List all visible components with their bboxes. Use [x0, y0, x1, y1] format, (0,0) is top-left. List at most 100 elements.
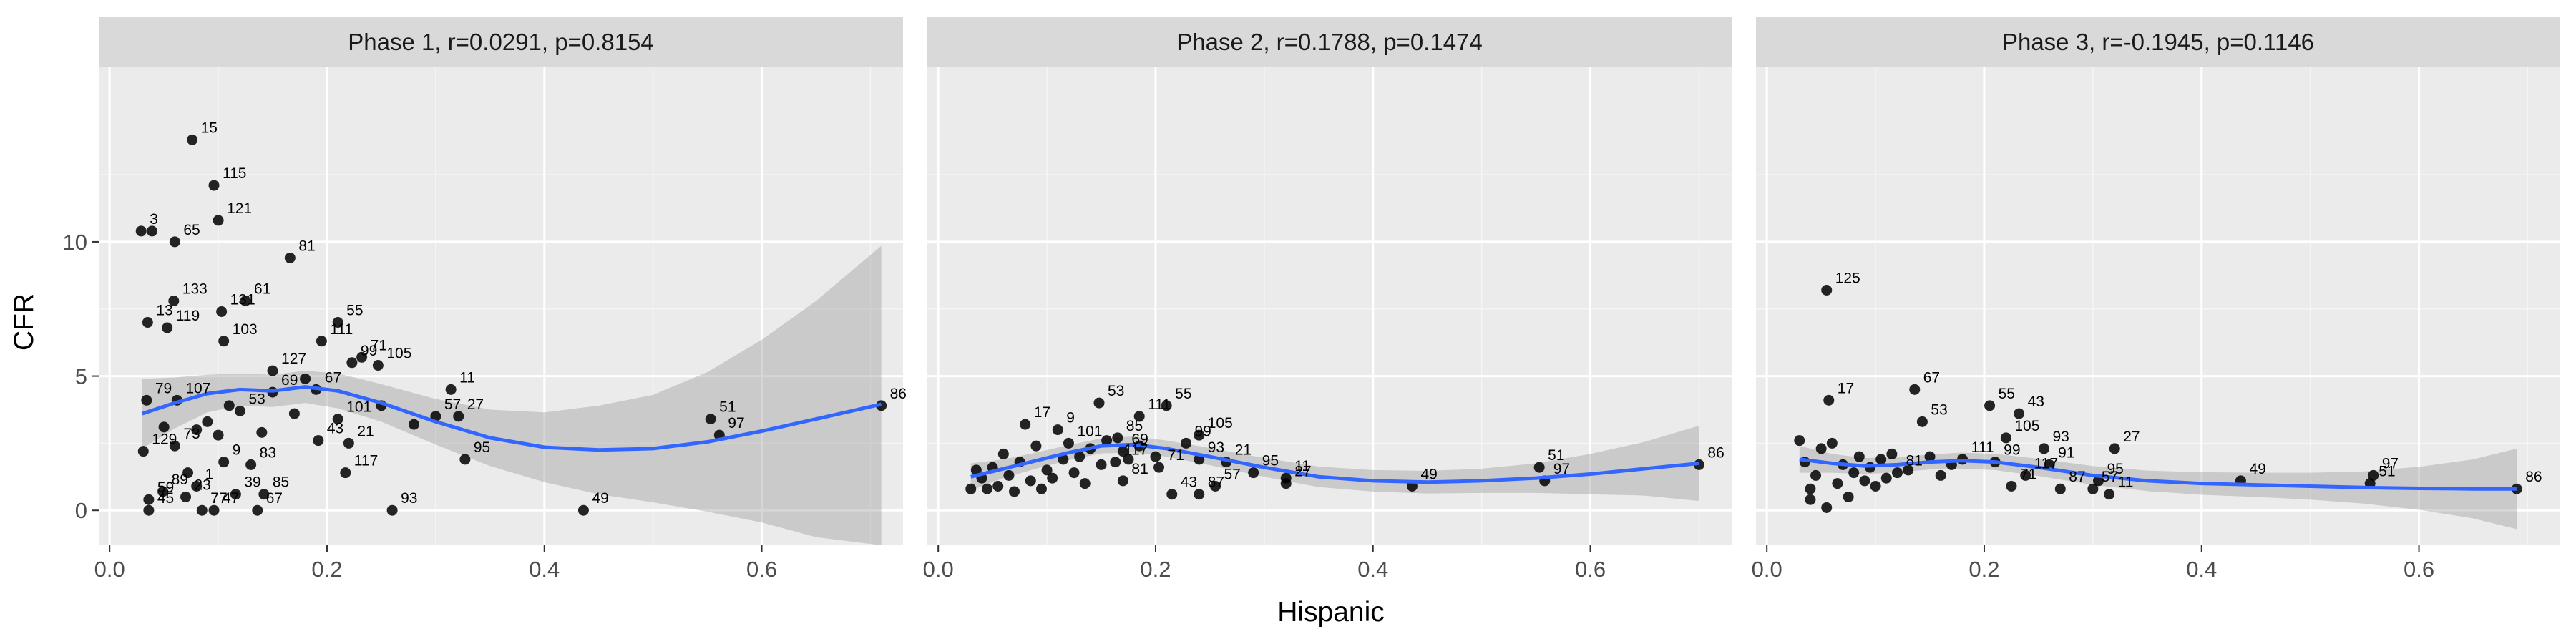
data-point [965, 483, 977, 494]
x-axis-title: Hispanic [1277, 597, 1385, 628]
data-point [1843, 491, 1854, 502]
point-label: 89 [172, 472, 188, 488]
data-point [1074, 451, 1085, 462]
data-point [1096, 459, 1107, 470]
point-label: 99 [1195, 423, 1211, 439]
data-point [1194, 489, 1205, 500]
data-point [332, 317, 343, 328]
x-tick-label: 0.2 [311, 557, 342, 582]
point-label: 61 [254, 280, 270, 297]
point-label: 69 [1131, 431, 1148, 448]
data-point [182, 467, 194, 479]
point-label: 79 [155, 380, 172, 396]
data-point [1047, 472, 1058, 484]
point-label: 45 [157, 490, 174, 507]
data-point [313, 435, 324, 447]
data-point [1859, 475, 1870, 487]
data-point [1810, 469, 1822, 481]
point-label: 81 [1906, 453, 1922, 469]
x-tick-label: 0.6 [1575, 557, 1606, 582]
data-point [230, 489, 241, 500]
point-label: 73 [183, 426, 200, 442]
point-label: 21 [1235, 442, 1252, 459]
data-point [1166, 489, 1178, 500]
panel-1: Phase 1, r=0.0291, p=0.81541511512136581… [63, 17, 907, 582]
y-tick-label: 10 [63, 230, 87, 255]
data-point [1210, 480, 1221, 492]
point-label: 43 [1181, 474, 1197, 491]
data-point [1909, 384, 1921, 395]
point-label: 81 [298, 238, 315, 254]
data-point [1101, 435, 1113, 447]
panel-3: Phase 3, r=-0.1945, p=0.1146 125 17 67 55 43 5… [1752, 17, 2560, 582]
data-point [346, 357, 358, 369]
x-tick-label: 0.6 [2404, 557, 2434, 582]
point-label: 107 [185, 380, 210, 396]
point-label: 101 [1077, 423, 1102, 439]
point-label: 95 [2107, 461, 2123, 477]
data-point [1020, 419, 1031, 430]
data-point [1110, 457, 1121, 468]
data-point [2054, 483, 2066, 494]
data-point [223, 400, 235, 411]
data-point [2014, 408, 2025, 419]
point-label: 81 [1131, 461, 1148, 477]
data-point [169, 440, 180, 452]
point-label: 49 [2249, 461, 2265, 477]
data-point [2006, 480, 2017, 492]
data-point [343, 437, 354, 449]
point-label: 15 [201, 119, 218, 136]
panel-strip [99, 17, 903, 67]
data-point [202, 416, 213, 427]
point-label: 115 [223, 165, 246, 182]
data-point [135, 225, 147, 237]
data-point [141, 394, 152, 406]
data-point [1805, 494, 1816, 505]
data-point [1891, 467, 1903, 479]
point-label: 43 [2028, 394, 2044, 410]
x-tick-label: 0.0 [1752, 557, 1782, 582]
point-label: 121 [227, 200, 252, 217]
point-label: 95 [474, 439, 490, 456]
data-point [2000, 432, 2011, 444]
data-point [1009, 486, 1020, 497]
data-point [1063, 437, 1074, 449]
data-point [1533, 462, 1545, 473]
panels-layer: Phase 1, r=0.0291, p=0.81541511512136581… [63, 17, 2560, 582]
x-tick-label: 0.6 [746, 557, 777, 582]
point-label: 53 [1108, 383, 1124, 399]
point-label: 83 [260, 444, 276, 461]
confidence-band [1799, 446, 2517, 530]
point-label: 67 [325, 369, 341, 386]
smoother-line [970, 442, 1699, 484]
data-point [1112, 432, 1123, 444]
x-tick-label: 0.0 [94, 557, 125, 582]
data-point [340, 467, 351, 479]
point-label: 53 [1931, 401, 1947, 418]
point-label: 55 [1175, 386, 1191, 402]
data-point [1003, 469, 1015, 481]
x-tick-label: 0.4 [2186, 557, 2217, 582]
data-point [1093, 397, 1105, 409]
data-point [2104, 489, 2115, 500]
point-label: 69 [281, 372, 298, 389]
point-label: 125 [1835, 270, 1860, 286]
point-label: 3 [150, 211, 158, 228]
data-point [1826, 437, 1838, 449]
data-point [1870, 480, 1881, 492]
point-label: 59 [157, 479, 174, 496]
data-point [196, 504, 208, 516]
data-point [1117, 475, 1128, 487]
data-point [1058, 454, 1069, 465]
point-label: 39 [244, 474, 260, 491]
data-point [208, 504, 220, 516]
point-label: 111 [330, 321, 353, 338]
data-point [267, 365, 278, 376]
point-label: 55 [1999, 386, 2015, 402]
point-label: 57 [1224, 466, 1241, 482]
point-label: 103 [233, 321, 258, 338]
point-label: 95 [1262, 453, 1279, 469]
data-point [2039, 443, 2050, 454]
data-point [970, 464, 982, 476]
